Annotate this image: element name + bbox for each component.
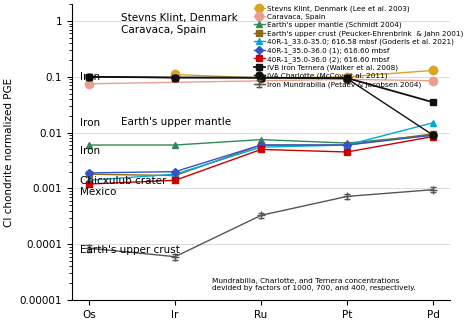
Legend: Stevns Klint, Denmark (Lee et al. 2003), Caravaca, Spain, Earth's upper mantle (: Stevns Klint, Denmark (Lee et al. 2003),… bbox=[253, 5, 464, 88]
40R-1_35.0-36.0 (2); 616.60 mbsf bbox=[86, 182, 92, 186]
IVB Iron Ternera (Walker et al. 2008) bbox=[430, 100, 436, 104]
IVB Iron Ternera (Walker et al. 2008) bbox=[258, 76, 264, 80]
Caravaca, Spain bbox=[344, 77, 350, 81]
40R-1_35.0-36.0 (1); 616.60 mbsf bbox=[172, 170, 178, 174]
IVA Charlotte (McCoy et al. 2011) bbox=[86, 75, 92, 79]
Text: Stevns Klint, Denmark
Caravaca, Spain: Stevns Klint, Denmark Caravaca, Spain bbox=[121, 13, 238, 35]
IVB Iron Ternera (Walker et al. 2008) bbox=[344, 76, 350, 80]
40R-1_33.0-35.0; 616.58 mbsf (Goderis et al. 2021) bbox=[258, 145, 264, 149]
Text: Iron: Iron bbox=[80, 72, 100, 82]
40R-1_33.0-35.0; 616.58 mbsf (Goderis et al. 2021) bbox=[86, 178, 92, 182]
Line: Stevns Klint, Denmark (Lee et al. 2003): Stevns Klint, Denmark (Lee et al. 2003) bbox=[171, 66, 437, 82]
Earth's upper mantle (Schmidt 2004) bbox=[344, 141, 350, 145]
Text: Earth's upper mantle: Earth's upper mantle bbox=[121, 117, 231, 127]
Earth's upper mantle (Schmidt 2004) bbox=[430, 133, 436, 137]
Line: IVB Iron Ternera (Walker et al. 2008): IVB Iron Ternera (Walker et al. 2008) bbox=[86, 73, 437, 106]
Stevns Klint, Denmark (Lee et al. 2003) bbox=[172, 73, 178, 76]
Line: 40R-1_35.0-36.0 (2); 616.60 mbsf: 40R-1_35.0-36.0 (2); 616.60 mbsf bbox=[86, 134, 436, 187]
Line: IVA Charlotte (McCoy et al. 2011): IVA Charlotte (McCoy et al. 2011) bbox=[86, 73, 437, 139]
40R-1_35.0-36.0 (2); 616.60 mbsf bbox=[258, 147, 264, 151]
40R-1_35.0-36.0 (1); 616.60 mbsf bbox=[430, 133, 436, 137]
Earth's upper mantle (Schmidt 2004) bbox=[258, 138, 264, 142]
40R-1_33.0-35.0; 616.58 mbsf (Goderis et al. 2021) bbox=[430, 121, 436, 125]
Y-axis label: CI chondrite normalized PGE: CI chondrite normalized PGE bbox=[4, 77, 14, 227]
Line: 40R-1_33.0-35.0; 616.58 mbsf (Goderis et al. 2021): 40R-1_33.0-35.0; 616.58 mbsf (Goderis et… bbox=[86, 119, 437, 184]
Earth's upper mantle (Schmidt 2004) bbox=[172, 143, 178, 147]
Text: Iron: Iron bbox=[80, 118, 100, 128]
40R-1_35.0-36.0 (2); 616.60 mbsf bbox=[344, 150, 350, 154]
Text: Mundrabilla, Charlotte, and Ternera concentrations
devided by factors of 1000, 7: Mundrabilla, Charlotte, and Ternera conc… bbox=[212, 278, 416, 291]
Line: Earth's upper mantle (Schmidt 2004): Earth's upper mantle (Schmidt 2004) bbox=[86, 132, 437, 148]
Stevns Klint, Denmark (Lee et al. 2003) bbox=[344, 75, 350, 79]
40R-1_35.0-36.0 (1); 616.60 mbsf bbox=[258, 143, 264, 147]
Earth's upper crust (Peucker-Ehrenbrink  & Jahn 2001) bbox=[172, 174, 178, 178]
40R-1_35.0-36.0 (1); 616.60 mbsf bbox=[86, 171, 92, 175]
Stevns Klint, Denmark (Lee et al. 2003) bbox=[258, 76, 264, 80]
Earth's upper crust (Peucker-Ehrenbrink  & Jahn 2001) bbox=[86, 172, 92, 176]
Line: Earth's upper crust (Peucker-Ehrenbrink  & Jahn 2001): Earth's upper crust (Peucker-Ehrenbrink … bbox=[86, 130, 437, 179]
Earth's upper crust (Peucker-Ehrenbrink  & Jahn 2001) bbox=[430, 132, 436, 136]
Line: Caravaca, Spain: Caravaca, Spain bbox=[85, 75, 437, 88]
Line: 40R-1_35.0-36.0 (1); 616.60 mbsf: 40R-1_35.0-36.0 (1); 616.60 mbsf bbox=[86, 133, 436, 176]
Caravaca, Spain bbox=[86, 82, 92, 86]
40R-1_35.0-36.0 (2); 616.60 mbsf bbox=[430, 135, 436, 139]
Earth's upper crust (Peucker-Ehrenbrink  & Jahn 2001) bbox=[344, 143, 350, 147]
Earth's upper mantle (Schmidt 2004) bbox=[86, 143, 92, 147]
Caravaca, Spain bbox=[430, 79, 436, 83]
Stevns Klint, Denmark (Lee et al. 2003) bbox=[430, 68, 436, 72]
IVA Charlotte (McCoy et al. 2011) bbox=[172, 75, 178, 79]
Text: Chicxulub crater
Mexico: Chicxulub crater Mexico bbox=[80, 176, 166, 197]
IVA Charlotte (McCoy et al. 2011) bbox=[344, 76, 350, 80]
40R-1_35.0-36.0 (1); 616.60 mbsf bbox=[344, 143, 350, 147]
IVB Iron Ternera (Walker et al. 2008) bbox=[172, 75, 178, 79]
IVA Charlotte (McCoy et al. 2011) bbox=[258, 75, 264, 79]
40R-1_33.0-35.0; 616.58 mbsf (Goderis et al. 2021) bbox=[344, 143, 350, 147]
IVB Iron Ternera (Walker et al. 2008) bbox=[86, 75, 92, 79]
IVA Charlotte (McCoy et al. 2011) bbox=[430, 133, 436, 137]
40R-1_35.0-36.0 (2); 616.60 mbsf bbox=[172, 178, 178, 182]
Earth's upper crust (Peucker-Ehrenbrink  & Jahn 2001) bbox=[258, 143, 264, 147]
40R-1_33.0-35.0; 616.58 mbsf (Goderis et al. 2021) bbox=[172, 172, 178, 176]
Text: Iron: Iron bbox=[80, 146, 100, 156]
Text: Earth's upper crust: Earth's upper crust bbox=[80, 245, 179, 255]
